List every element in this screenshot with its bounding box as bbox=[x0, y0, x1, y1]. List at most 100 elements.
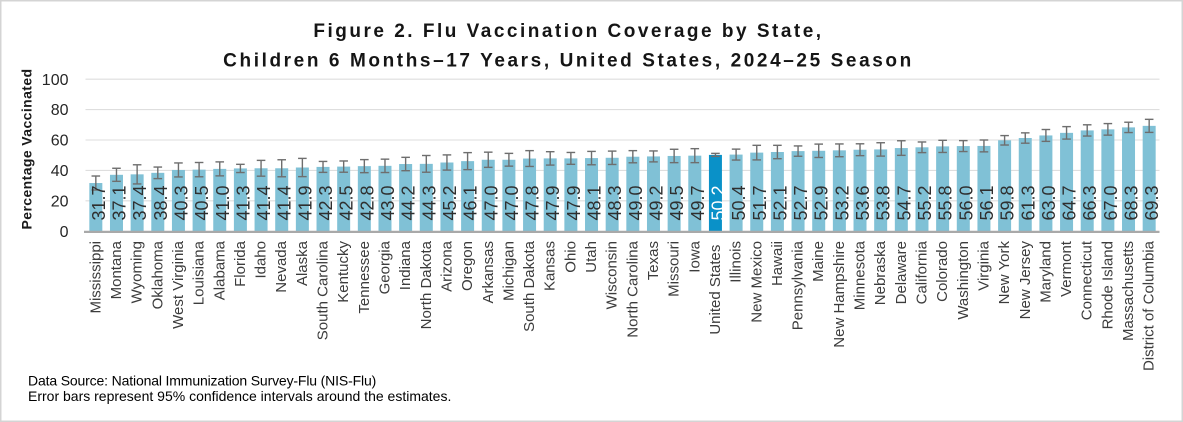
svg-text:Alaska: Alaska bbox=[294, 240, 311, 286]
svg-text:41.9: 41.9 bbox=[295, 185, 315, 220]
svg-text:43.0: 43.0 bbox=[378, 185, 398, 220]
svg-text:49.7: 49.7 bbox=[688, 185, 708, 220]
svg-text:Arkansas: Arkansas bbox=[480, 241, 497, 304]
svg-text:Minnesota: Minnesota bbox=[852, 240, 869, 310]
svg-text:Michigan: Michigan bbox=[500, 241, 517, 301]
svg-text:Hawaii: Hawaii bbox=[769, 241, 786, 286]
svg-text:44.2: 44.2 bbox=[399, 185, 419, 220]
svg-text:Indiana: Indiana bbox=[397, 240, 414, 290]
svg-text:Tennessee: Tennessee bbox=[356, 241, 373, 314]
svg-text:49.5: 49.5 bbox=[667, 185, 687, 220]
svg-text:New York: New York bbox=[996, 241, 1013, 305]
svg-text:Rhode Island: Rhode Island bbox=[1099, 241, 1116, 329]
svg-text:New Hampshire: New Hampshire bbox=[831, 241, 848, 348]
svg-text:41.4: 41.4 bbox=[275, 185, 295, 220]
svg-text:Utah: Utah bbox=[583, 241, 600, 273]
svg-text:69.3: 69.3 bbox=[1142, 185, 1162, 220]
svg-text:Virginia: Virginia bbox=[975, 240, 992, 290]
svg-text:47.0: 47.0 bbox=[481, 185, 501, 220]
svg-text:68.3: 68.3 bbox=[1122, 185, 1142, 220]
svg-text:53.6: 53.6 bbox=[853, 185, 873, 220]
svg-text:Nebraska: Nebraska bbox=[872, 240, 889, 305]
svg-text:New Jersey: New Jersey bbox=[1017, 241, 1034, 320]
svg-text:Washington: Washington bbox=[955, 241, 972, 320]
svg-text:New Mexico: New Mexico bbox=[748, 241, 765, 323]
svg-text:47.0: 47.0 bbox=[502, 185, 522, 220]
svg-text:California: California bbox=[913, 240, 930, 304]
svg-text:55.8: 55.8 bbox=[936, 185, 956, 220]
svg-text:Massachusetts: Massachusetts bbox=[1120, 241, 1137, 341]
svg-text:66.3: 66.3 bbox=[1080, 185, 1100, 220]
svg-text:Oregon: Oregon bbox=[459, 241, 476, 291]
svg-text:Florida: Florida bbox=[232, 240, 249, 287]
svg-text:Figure 2. Flu Vaccination Cove: Figure 2. Flu Vaccination Coverage by St… bbox=[313, 21, 823, 42]
svg-text:Missouri: Missouri bbox=[666, 241, 683, 297]
svg-text:67.0: 67.0 bbox=[1101, 185, 1121, 220]
svg-text:Vermont: Vermont bbox=[1058, 240, 1075, 297]
svg-text:United States: United States bbox=[707, 245, 724, 335]
svg-text:Oklahoma: Oklahoma bbox=[149, 240, 166, 309]
svg-text:56.0: 56.0 bbox=[956, 185, 976, 220]
svg-text:49.0: 49.0 bbox=[626, 185, 646, 220]
svg-text:37.4: 37.4 bbox=[130, 185, 150, 220]
svg-text:Mississippi: Mississippi bbox=[87, 241, 104, 314]
svg-text:52.9: 52.9 bbox=[812, 185, 832, 220]
svg-text:53.2: 53.2 bbox=[832, 185, 852, 220]
svg-text:Idaho: Idaho bbox=[253, 241, 270, 279]
svg-text:Error bars represent 95% confi: Error bars represent 95% confidence inte… bbox=[28, 388, 451, 404]
svg-text:Illinois: Illinois bbox=[728, 241, 745, 283]
svg-text:63.0: 63.0 bbox=[1039, 185, 1059, 220]
svg-text:Percentage Vaccinated: Percentage Vaccinated bbox=[19, 69, 35, 230]
svg-text:North Carolina: North Carolina bbox=[624, 240, 641, 337]
svg-text:47.8: 47.8 bbox=[523, 185, 543, 220]
svg-text:41.0: 41.0 bbox=[213, 185, 233, 220]
svg-text:45.2: 45.2 bbox=[440, 185, 460, 220]
svg-text:South Carolina: South Carolina bbox=[315, 240, 332, 340]
svg-text:District of Columbia: District of Columbia bbox=[1141, 240, 1158, 371]
svg-text:51.7: 51.7 bbox=[750, 185, 770, 220]
svg-text:42.5: 42.5 bbox=[337, 185, 357, 220]
svg-text:Connecticut: Connecticut bbox=[1079, 240, 1096, 320]
svg-text:41.3: 41.3 bbox=[233, 185, 253, 220]
svg-text:52.7: 52.7 bbox=[791, 185, 811, 220]
svg-text:52.1: 52.1 bbox=[770, 185, 790, 220]
svg-text:64.7: 64.7 bbox=[1060, 185, 1080, 220]
svg-text:38.4: 38.4 bbox=[151, 185, 171, 220]
svg-text:Wyoming: Wyoming bbox=[129, 241, 146, 303]
svg-text:61.3: 61.3 bbox=[1018, 185, 1038, 220]
svg-text:North Dakota: North Dakota bbox=[418, 240, 435, 329]
svg-text:42.8: 42.8 bbox=[357, 185, 377, 220]
svg-text:South Dakota: South Dakota bbox=[521, 240, 538, 332]
svg-text:40.5: 40.5 bbox=[192, 185, 212, 220]
svg-text:20: 20 bbox=[51, 193, 69, 210]
svg-text:55.2: 55.2 bbox=[915, 185, 935, 220]
svg-text:Kansas: Kansas bbox=[542, 241, 559, 291]
svg-text:Kentucky: Kentucky bbox=[335, 241, 352, 303]
svg-text:Wisconsin: Wisconsin bbox=[604, 241, 621, 309]
svg-text:56.1: 56.1 bbox=[977, 185, 997, 220]
svg-text:Nevada: Nevada bbox=[273, 240, 290, 292]
svg-text:60: 60 bbox=[51, 133, 69, 150]
svg-text:54.7: 54.7 bbox=[894, 185, 914, 220]
svg-text:42.3: 42.3 bbox=[316, 185, 336, 220]
svg-text:46.1: 46.1 bbox=[461, 185, 481, 220]
svg-text:80: 80 bbox=[51, 102, 69, 119]
svg-text:Ohio: Ohio bbox=[562, 241, 579, 273]
svg-text:48.3: 48.3 bbox=[605, 185, 625, 220]
svg-text:100: 100 bbox=[42, 72, 69, 89]
svg-text:Montana: Montana bbox=[108, 240, 125, 299]
svg-text:49.2: 49.2 bbox=[646, 185, 666, 220]
svg-text:50.2: 50.2 bbox=[708, 185, 728, 220]
svg-text:Children 6 Months–17 Years, Un: Children 6 Months–17 Years, United State… bbox=[223, 51, 914, 72]
svg-text:West Virginia: West Virginia bbox=[170, 240, 187, 328]
svg-text:41.4: 41.4 bbox=[254, 185, 274, 220]
svg-text:Maine: Maine bbox=[810, 241, 827, 282]
svg-text:Alabama: Alabama bbox=[211, 240, 228, 300]
svg-text:59.8: 59.8 bbox=[998, 185, 1018, 220]
svg-text:Colorado: Colorado bbox=[934, 241, 951, 302]
svg-text:31.7: 31.7 bbox=[89, 185, 109, 220]
svg-text:53.8: 53.8 bbox=[874, 185, 894, 220]
svg-text:Pennsylvania: Pennsylvania bbox=[790, 240, 807, 330]
svg-text:Georgia: Georgia bbox=[376, 240, 393, 294]
svg-text:Delaware: Delaware bbox=[893, 241, 910, 304]
